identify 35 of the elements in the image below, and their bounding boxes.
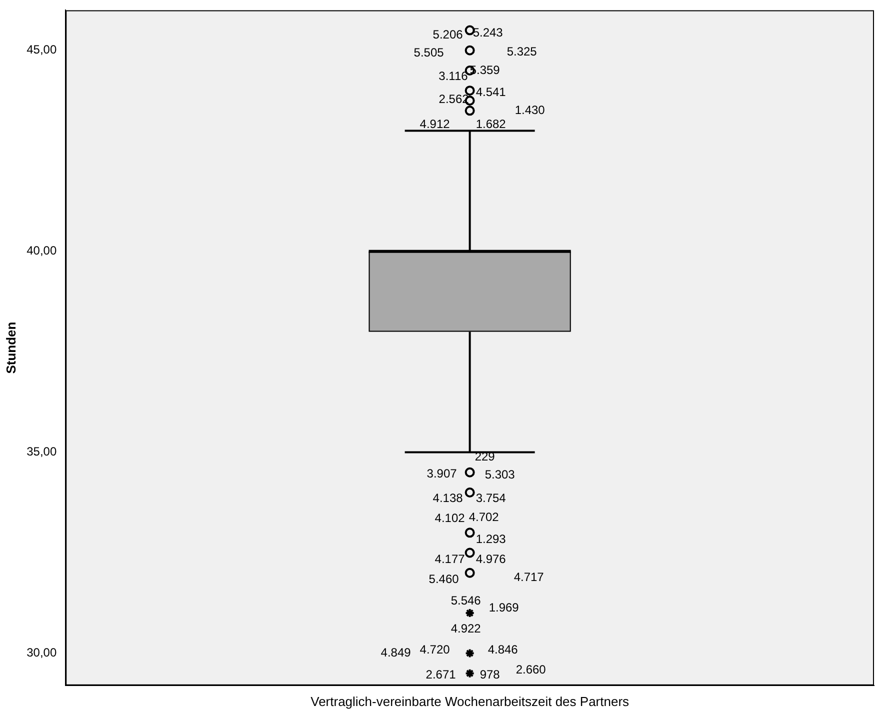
annotation: 1.293 xyxy=(476,532,506,546)
annotation: 5.303 xyxy=(484,468,516,482)
annotation: 5.243 xyxy=(472,26,504,40)
y-tick-label: 45,00 xyxy=(26,42,57,57)
y-axis-title: Stunden xyxy=(3,322,18,374)
annotation: 4.976 xyxy=(476,552,506,566)
annotation: 3.907 xyxy=(426,466,458,481)
x-tick-label: Vertraglich-vereinbarte Wochenarbeitszeit des Partners xyxy=(310,694,630,709)
annotation: 4.102 xyxy=(434,510,466,525)
annotation: 3.116 xyxy=(438,68,468,83)
annotation: 4.912 xyxy=(420,116,450,131)
y-tick-label: 30,00 xyxy=(26,646,57,660)
annotation: 4.846 xyxy=(488,642,518,657)
annotation: 4.922 xyxy=(450,621,482,636)
annotation: 2.671 xyxy=(426,668,456,682)
annotation: 4.138 xyxy=(432,490,464,505)
annotation: 2.660 xyxy=(516,662,546,677)
annotation: 4.702 xyxy=(468,510,500,524)
y-tick-label: 40,00 xyxy=(26,244,57,258)
annotation: 4.849 xyxy=(380,646,412,660)
annotation: 4.541 xyxy=(476,84,506,99)
annotation: 4.177 xyxy=(434,552,466,566)
annotation: 1.969 xyxy=(488,600,520,614)
annotation: 4.720 xyxy=(420,642,450,657)
annotation: 5.206 xyxy=(432,28,464,42)
annotation: 5.505 xyxy=(414,46,444,60)
y-tick-label: 35,00 xyxy=(26,444,57,459)
annotation: 5.546 xyxy=(450,593,482,608)
annotation: 978 xyxy=(480,668,500,682)
annotation: 1.430 xyxy=(514,102,546,117)
annotation: 1.682 xyxy=(476,116,506,131)
annotation: 5.460 xyxy=(428,572,460,586)
annotation: 5.325 xyxy=(506,44,538,59)
annotation: 4.717 xyxy=(514,570,544,584)
annotation: 3.754 xyxy=(476,490,506,505)
